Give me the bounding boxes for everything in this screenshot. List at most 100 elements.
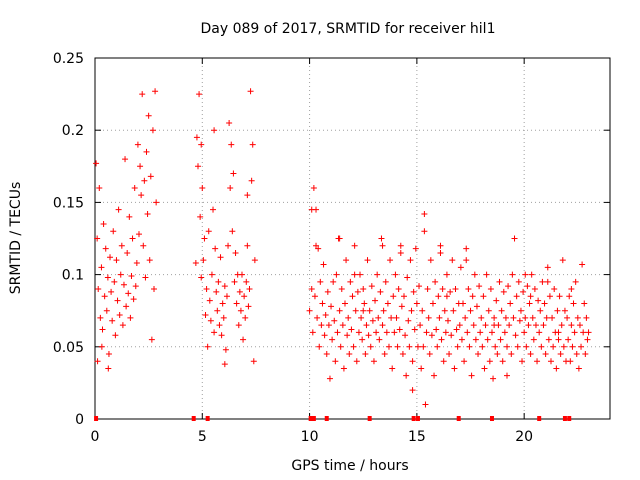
data-point (540, 322, 547, 329)
data-point (238, 271, 245, 278)
data-point (412, 245, 419, 252)
data-point (452, 286, 459, 293)
data-point (534, 358, 541, 365)
data-point (321, 332, 328, 339)
data-point (353, 358, 360, 365)
data-point (464, 329, 471, 336)
data-point (249, 141, 256, 148)
data-point (499, 358, 506, 365)
data-point (196, 91, 203, 98)
data-point (98, 264, 105, 271)
data-point (128, 273, 135, 280)
data-point (360, 307, 367, 314)
data-point (251, 257, 258, 264)
data-point (416, 283, 423, 290)
data-point (431, 372, 438, 379)
data-point (114, 297, 121, 304)
data-point (544, 264, 551, 271)
data-point (385, 343, 392, 350)
data-point (116, 312, 123, 319)
data-point (486, 358, 493, 365)
data-point (536, 329, 543, 336)
data-point (245, 303, 252, 310)
data-point (578, 343, 585, 350)
data-point (483, 271, 490, 278)
data-point (109, 317, 116, 324)
data-point (199, 184, 206, 191)
data-point (357, 271, 364, 278)
data-point (149, 127, 156, 134)
data-point (448, 332, 455, 339)
data-point (564, 314, 571, 321)
data-point (422, 401, 429, 408)
data-point (441, 307, 448, 314)
data-point (543, 314, 550, 321)
data-point (560, 343, 567, 350)
y-tick-label: 0.25 (53, 51, 84, 67)
data-point (498, 307, 505, 314)
data-point (367, 343, 374, 350)
data-point (241, 293, 248, 300)
data-point (579, 261, 586, 268)
data-point (542, 351, 549, 358)
data-point (393, 314, 400, 321)
data-point (440, 358, 447, 365)
data-point (125, 290, 132, 297)
x-tick-label: 5 (198, 429, 207, 445)
data-point (308, 286, 315, 293)
data-point (133, 260, 140, 267)
data-point (532, 322, 539, 329)
data-point (323, 351, 330, 358)
data-point (463, 257, 470, 264)
data-point (233, 300, 240, 307)
data-point (553, 365, 560, 372)
data-point (476, 283, 483, 290)
data-point (139, 91, 146, 98)
data-point (144, 210, 151, 217)
data-point (550, 343, 557, 350)
data-point (424, 286, 431, 293)
data-point (232, 249, 239, 256)
data-point (475, 351, 482, 358)
data-point (217, 254, 224, 261)
data-point (409, 358, 416, 365)
data-point (582, 351, 589, 358)
data-point (390, 293, 397, 300)
data-point (557, 351, 564, 358)
data-point (411, 326, 418, 333)
data-point (213, 288, 220, 295)
data-point (407, 257, 414, 264)
plot-axes (94, 57, 611, 420)
y-tick-label: 0.05 (53, 340, 84, 356)
data-point (208, 271, 215, 278)
data-point (399, 351, 406, 358)
data-point (561, 307, 568, 314)
data-point (432, 278, 439, 285)
data-point (539, 278, 546, 285)
data-point (364, 257, 371, 264)
data-point (201, 235, 208, 242)
data-point (354, 288, 361, 295)
data-point (111, 278, 118, 285)
data-point (202, 312, 209, 319)
data-point (113, 257, 120, 264)
data-point (437, 249, 444, 256)
data-point (235, 322, 242, 329)
data-point (525, 322, 532, 329)
data-point (480, 293, 487, 300)
data-point (526, 300, 533, 307)
data-point (492, 343, 499, 350)
data-point (551, 286, 558, 293)
data-point (350, 343, 357, 350)
data-point (403, 372, 410, 379)
data-point (504, 343, 510, 350)
data-point (146, 257, 153, 264)
data-point (436, 314, 443, 321)
data-point (382, 278, 389, 285)
data-point (558, 322, 565, 329)
data-point (226, 119, 233, 126)
gap-marker (367, 416, 372, 421)
gap-marker (567, 416, 572, 421)
data-point (93, 160, 100, 167)
data-point (376, 336, 383, 343)
